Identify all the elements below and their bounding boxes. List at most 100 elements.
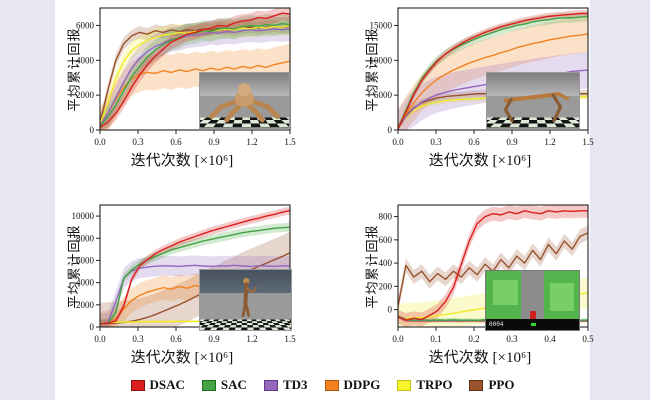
y-tick-label: 800	[379, 212, 393, 222]
legend-label: DSAC	[149, 377, 185, 392]
line-SAC	[100, 226, 290, 325]
legend-item-dsac: DSAC	[130, 377, 185, 393]
line-DSAC	[100, 12, 290, 128]
line-PPO	[100, 25, 290, 124]
panel-ant: 平均累计回报 0 2000 4000 6000 0.0 0.3 0.6 0.9 1.2 1.5 迭…	[67, 4, 296, 174]
band-SAC	[398, 11, 588, 130]
band-TRPO	[100, 16, 290, 130]
x-tick-label: 0.3	[132, 137, 144, 147]
plot-frame	[99, 7, 291, 131]
x-tick-label: 1.5	[284, 334, 296, 344]
x-tick-label: 1.5	[284, 137, 296, 147]
legend-label: PPO	[488, 377, 515, 392]
legend-label: SAC	[220, 377, 247, 392]
band-DSAC	[398, 205, 588, 327]
y-tick-label: 0	[388, 305, 393, 315]
x-tick-label: 1.2	[246, 137, 257, 147]
legend-label: TD3	[282, 377, 308, 392]
ant-environment-inset	[199, 72, 290, 129]
x-tick-label: 0.6	[468, 137, 480, 147]
y-tick-label: 4000	[76, 278, 95, 288]
y-tick-label: 0	[388, 125, 393, 135]
ego-car	[530, 311, 537, 321]
band-PPO	[100, 231, 290, 327]
y-tick-label: 0	[90, 322, 95, 332]
x-tick-label: 0.3	[132, 334, 144, 344]
x-tick-label: 0.6	[170, 137, 182, 147]
legend-label: DDPG	[343, 377, 381, 392]
y-tick-label: 10000	[370, 55, 393, 65]
x-tick-label: 0.5	[582, 334, 594, 344]
plot-frame	[99, 204, 291, 328]
y-tick-label: 15000	[370, 20, 393, 30]
legend-item-ddpg: DDPG	[324, 377, 381, 393]
hud-indicator	[530, 323, 536, 326]
x-tick-label: 0.0	[94, 334, 106, 344]
line-DDPG	[100, 60, 290, 126]
ppo-swatch-icon	[469, 379, 484, 391]
x-tick-label: 0.4	[544, 334, 556, 344]
legend-item-trpo: TRPO	[397, 377, 452, 393]
x-axis-label: 迭代次数 [×10⁶]	[428, 153, 532, 169]
plot-frame	[397, 7, 589, 131]
line-SAC	[398, 15, 588, 130]
figure: 平均累计回报 0 2000 4000 6000 0.0 0.3 0.6 0.9 1.2 1.5 迭…	[55, 0, 594, 400]
humanoid-robot-icon	[241, 278, 257, 317]
line-TD3	[100, 264, 290, 325]
x-tick-label: 0.3	[506, 334, 518, 344]
hud-bar: 0004	[486, 319, 579, 330]
band-PPO	[100, 20, 290, 130]
panel-humanoid: 平均累计回报 0 2000 4000 6000 8000 10000 0.0 0.3 0.6 0.…	[67, 201, 296, 371]
y-tick-label: 2000	[76, 90, 95, 100]
x-tick-label: 0.0	[94, 137, 106, 147]
ant-robot-icon	[209, 83, 280, 123]
trpo-swatch-icon	[397, 379, 412, 391]
y-tick-label: 5000	[374, 90, 393, 100]
y-tick-label: 200	[379, 281, 393, 291]
inset-sky	[487, 73, 579, 97]
driving-environment-inset: 0004	[485, 270, 580, 331]
y-tick-label: 400	[379, 258, 393, 268]
x-tick-label: 0.6	[170, 334, 182, 344]
line-TRPO	[100, 24, 290, 125]
x-axis-label: 迭代次数 [×10⁶]	[130, 153, 234, 169]
x-tick-label: 0.9	[506, 137, 518, 147]
legend-item-ppo: PPO	[469, 377, 514, 393]
half-cheetah-environment-inset	[486, 72, 580, 129]
hud-counter: 0004	[489, 321, 504, 328]
field-patch	[550, 282, 575, 312]
legend-item-td3: TD3	[263, 377, 308, 393]
x-tick-label: 0.0	[392, 334, 404, 344]
x-tick-label: 0.2	[468, 334, 479, 344]
y-tick-label: 10000	[72, 211, 95, 221]
x-tick-label: 0.3	[430, 137, 442, 147]
line-DSAC	[398, 12, 588, 130]
x-axis-label: 迭代次数 [×10⁶]	[130, 350, 234, 366]
band-TRPO	[398, 94, 588, 130]
td3-swatch-icon	[263, 379, 278, 391]
road	[521, 271, 544, 330]
y-tick-label: 0	[90, 125, 95, 135]
y-tick-label: 6000	[76, 255, 95, 265]
x-tick-label: 1.5	[582, 137, 594, 147]
dsac-swatch-icon	[130, 379, 145, 391]
x-tick-label: 0.9	[208, 137, 220, 147]
panel-half-cheetah: 平均累计回报 0 5000 10000 15000 0.0 0.3 0.6 0.9 1.2 1.5…	[365, 4, 594, 174]
x-axis-label: 迭代次数 [×10⁶]	[428, 350, 532, 366]
ddpg-swatch-icon	[324, 379, 339, 391]
x-tick-label: 1.2	[246, 334, 257, 344]
band-PPO	[398, 225, 588, 314]
legend-item-sac: SAC	[201, 377, 247, 393]
x-tick-label: 0.0	[392, 137, 404, 147]
line-DDPG	[398, 33, 588, 129]
x-tick-label: 1.2	[544, 137, 555, 147]
field-patch	[493, 280, 518, 306]
line-SAC	[100, 22, 290, 127]
band-PPO	[398, 89, 588, 130]
y-tick-label: 8000	[76, 233, 95, 243]
x-tick-label: 0.1	[430, 334, 441, 344]
y-tick-label: 4000	[76, 55, 95, 65]
x-tick-label: 0.9	[208, 334, 220, 344]
half-cheetah-robot-icon	[503, 92, 570, 123]
